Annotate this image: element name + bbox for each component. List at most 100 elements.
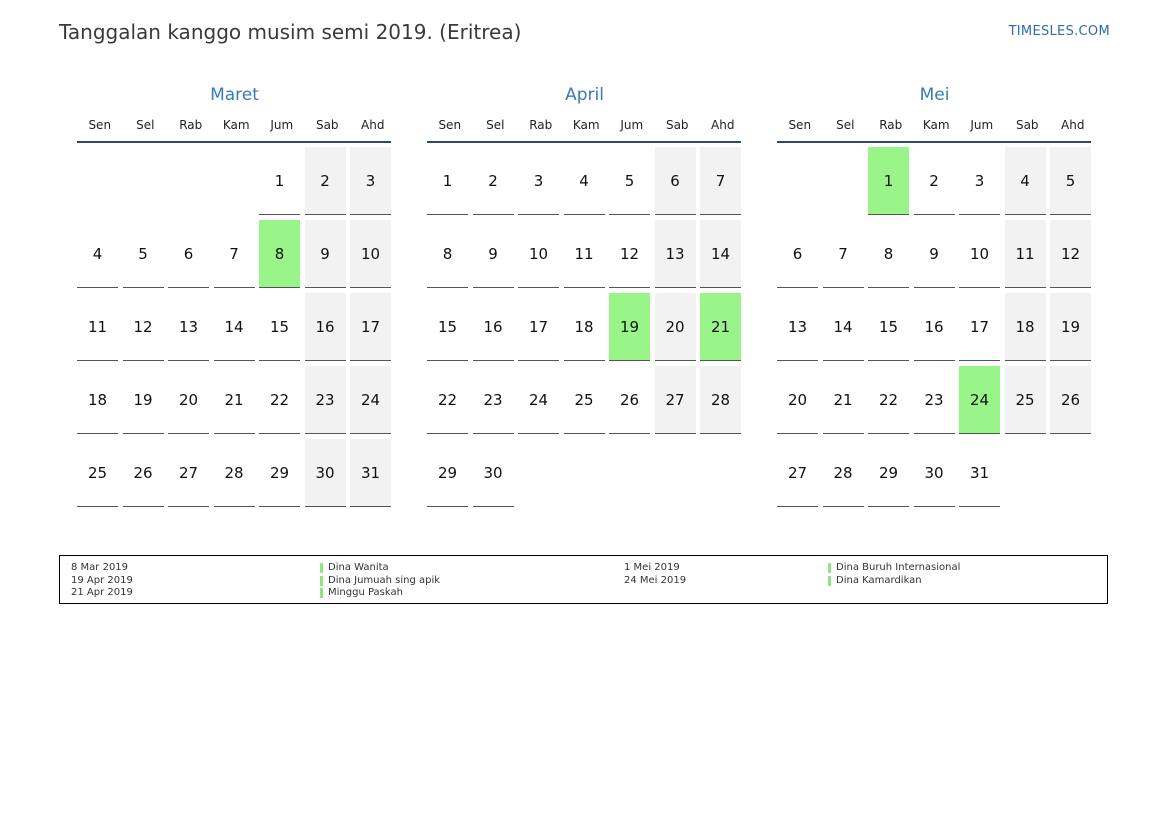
legend-holiday-name: Dina Jumuah sing apik [320,575,440,586]
day-cell: 5 [609,147,650,215]
day-cell: 27 [777,439,818,507]
legend-holiday-name: Dina Buruh Internasional [828,562,960,573]
day-cell: 6 [654,147,696,215]
weekday-label: Sen [88,117,112,132]
day-cell: 6 [777,220,818,288]
day-cell: 9 [472,220,514,288]
day-cell: 31 [959,439,1000,507]
month-may: Mei Sen Sel Rab Kam Jum Sab Ahd 1 2 3 4 5 6 7 8 9 10 11 1… [775,82,1094,512]
day-cell: 4 [1004,147,1046,215]
weekday-label: Sel [836,117,855,132]
day-cell: 13 [654,220,696,288]
day-cell: 24 [518,366,559,434]
day-cell: 11 [563,220,605,288]
day-cell: 18 [1004,293,1046,361]
day-cell: 1 [427,147,468,215]
weekday-label: Sel [486,117,505,132]
day-cell: 15 [259,293,300,361]
day-cell: 2 [913,147,955,215]
day-cell: 12 [122,293,164,361]
month-april: April Sen Sel Rab Kam Jum Sab Ahd 1 2 3 4 5 6 7 8 9 10 1… [425,82,744,512]
empty-day-cell [214,147,255,215]
holiday-day-cell: 1 [868,147,909,215]
month-march: Maret Sen Sel Rab Kam Jum Sab Ahd 1 2 3 4 5 6 7 8 9 10 1… [75,82,394,512]
day-cell: 13 [168,293,209,361]
day-cell: 11 [1004,220,1046,288]
legend-date: 19 Apr 2019 [71,574,133,586]
day-cell: 16 [472,293,514,361]
weekday-label: Jum [970,117,994,132]
day-cell: 30 [913,439,955,507]
day-cell: 18 [563,293,605,361]
day-cell: 27 [168,439,209,507]
weekday-label: Kam [572,117,600,132]
legend-dates-right: 1 Mei 2019 24 Mei 2019 [624,562,686,587]
day-cell: 11 [77,293,118,361]
day-cell: 22 [868,366,909,434]
legend-holiday-name: Minggu Paskah [320,587,403,598]
day-cell: 7 [822,220,864,288]
month-title: Mei [919,85,950,105]
weekday-label: Rab [879,117,903,132]
day-cell: 29 [868,439,909,507]
day-cell: 4 [563,147,605,215]
day-cell: 19 [122,366,164,434]
day-cell: 7 [213,220,255,288]
day-cell: 17 [959,293,1000,361]
day-cell: 26 [609,366,650,434]
day-cell: 15 [427,293,468,361]
day-cell: 15 [868,293,909,361]
weekday-label: Ahd [361,117,385,132]
day-cell: 31 [350,439,391,507]
day-grid: 1 2 3 4 5 6 7 8 9 10 11 12 13 14 15 16 17 18 19 20 21 22 23 24 2… [427,147,744,512]
day-cell: 12 [609,220,650,288]
day-cell: 2 [472,147,514,215]
day-cell: 3 [350,147,391,215]
day-cell: 4 [77,220,118,288]
day-cell: 6 [168,220,209,288]
day-cell: 16 [913,293,955,361]
day-cell: 10 [350,220,391,288]
empty-day-cell [168,147,209,215]
month-title: Maret [210,85,259,105]
day-cell: 29 [427,439,468,507]
day-cell: 8 [868,220,909,288]
weekday-header: Sen Sel Rab Kam Jum Sab Ahd [77,108,391,143]
weekday-label: Sab [665,117,689,132]
day-cell: 3 [959,147,1000,215]
legend-dates-left: 8 Mar 2019 19 Apr 2019 21 Apr 2019 [71,562,133,600]
legend-date: 21 Apr 2019 [71,587,133,598]
day-cell: 17 [518,293,559,361]
day-cell: 26 [1050,366,1091,434]
day-cell: 10 [959,220,1000,288]
day-cell: 21 [213,366,255,434]
holiday-day-cell: 24 [959,366,1000,434]
weekday-label: Sen [438,117,462,132]
holiday-legend: 8 Mar 2019 19 Apr 2019 21 Apr 2019 Dina … [59,555,1108,604]
weekday-label: Sen [788,117,812,132]
empty-day-cell [777,147,818,215]
day-cell: 12 [1050,220,1091,288]
day-cell: 10 [518,220,559,288]
day-cell: 25 [1004,366,1046,434]
day-cell: 7 [700,147,741,215]
day-grid: 1 2 3 4 5 6 7 8 9 10 11 12 13 14 15 16 17 18 19 20 21 22 23 24 2… [77,147,394,512]
weekday-label: Sab [315,117,339,132]
day-cell: 30 [304,439,346,507]
day-cell: 25 [563,366,605,434]
day-cell: 9 [913,220,955,288]
day-cell: 28 [700,366,741,434]
weekday-label: Jum [270,117,294,132]
day-cell: 25 [77,439,118,507]
day-cell: 13 [777,293,818,361]
empty-day-cell [823,147,864,215]
day-cell: 8 [427,220,468,288]
weekday-label: Sab [1015,117,1039,132]
legend-names-right: Dina Buruh Internasional Dina Kamardikan [828,562,960,587]
day-cell: 27 [654,366,696,434]
brand-link[interactable]: TIMESLES.COM [1008,24,1110,39]
day-cell: 23 [472,366,514,434]
day-cell: 14 [213,293,255,361]
day-cell: 21 [822,366,864,434]
weekday-label: Rab [179,117,203,132]
